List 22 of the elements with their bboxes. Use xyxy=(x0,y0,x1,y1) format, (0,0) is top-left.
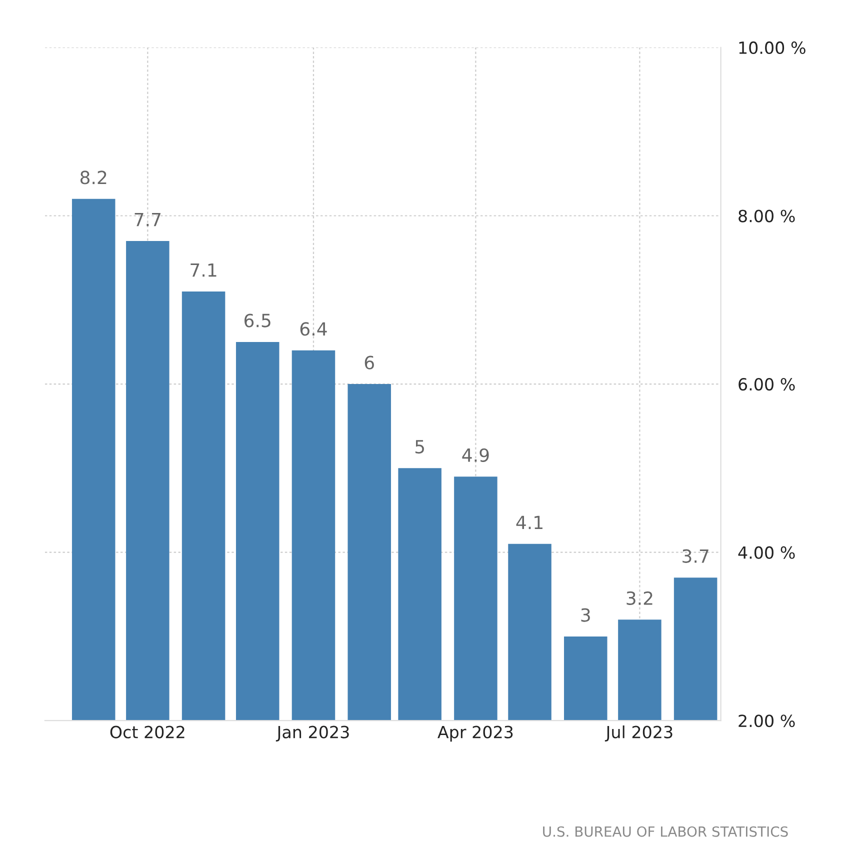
data-label: 3.2 xyxy=(626,591,652,606)
data-label: 6 xyxy=(364,356,374,370)
x-tick-label: Jul 2023 xyxy=(604,725,672,742)
data-label: 6.5 xyxy=(244,314,270,328)
y-tick-label: 6.00 % xyxy=(738,378,795,391)
x-tick-label: Oct 2022 xyxy=(110,726,184,738)
data-label: 8.2 xyxy=(80,170,106,184)
y-tick-label: 2.00 % xyxy=(738,714,795,728)
data-label: 5 xyxy=(415,440,424,454)
data-label: 7.7 xyxy=(134,212,160,226)
data-label: 3 xyxy=(581,608,590,622)
data-label: 6.4 xyxy=(300,322,327,336)
x-tick-label: Apr 2023 xyxy=(438,726,513,742)
data-label: 4.1 xyxy=(516,516,542,530)
y-tick-label: 8.00 % xyxy=(738,210,795,222)
y-tick-label: 4.00 % xyxy=(738,546,795,559)
data-label: 3.7 xyxy=(682,549,708,563)
y-tick-label: 10.00 % xyxy=(739,41,806,54)
data-label: 7.1 xyxy=(190,263,216,277)
text: U.S. BUREAU OF LABOR STATISTICS xyxy=(543,826,788,837)
data-label: 4.9 xyxy=(462,448,489,462)
x-tick-label: Jan 2023 xyxy=(276,726,349,742)
